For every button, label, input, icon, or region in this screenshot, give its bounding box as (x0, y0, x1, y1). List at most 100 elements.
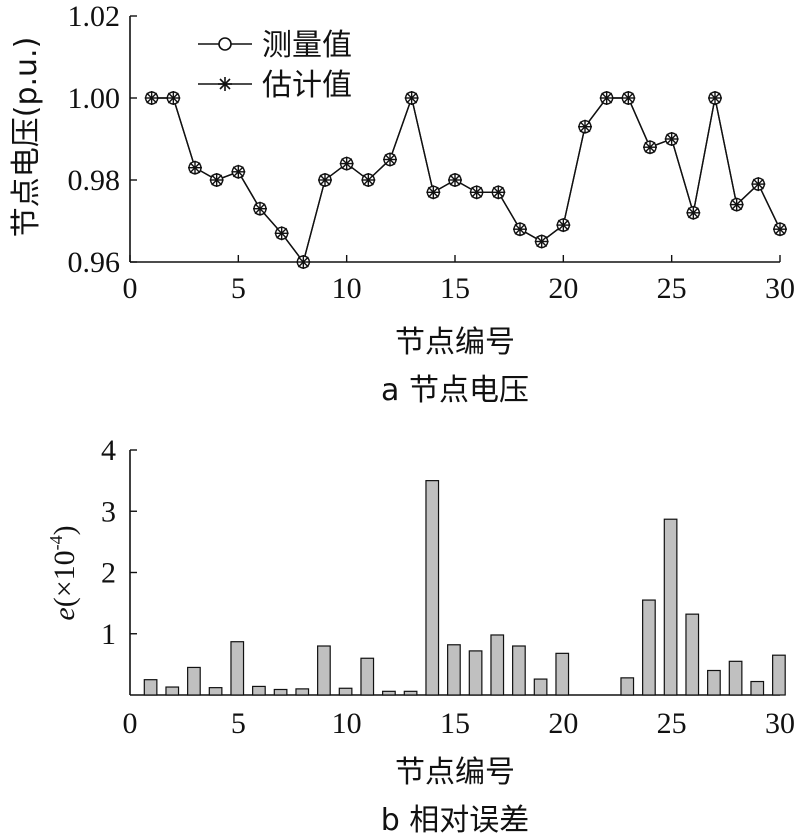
chart-a-y-tick-label: 0.98 (68, 164, 121, 197)
chart-b-bar (750, 680, 765, 696)
chart-a-point-estimated (599, 91, 614, 105)
chart-a-point-estimated (534, 234, 549, 249)
asterisk-stroke (536, 236, 548, 247)
asterisk-stroke (232, 166, 244, 178)
chart-a-point-estimated (274, 226, 289, 241)
chart-b-x-tick-label: 10 (332, 707, 362, 740)
asterisk-stroke (514, 223, 526, 235)
legend-label-estimated: 估计值 (262, 68, 352, 103)
asterisk-stroke (492, 186, 504, 198)
chart-a-x-tick-label: 20 (548, 272, 578, 305)
chart-a-x-tick-label: 15 (440, 272, 470, 305)
asterisk-stroke (731, 199, 743, 211)
chart-a-x-tick-label: 5 (231, 272, 246, 305)
chart-a-y-tick-label: 1.02 (68, 0, 121, 33)
chart-a-point-estimated (426, 185, 441, 200)
chart-a-point-estimated (621, 91, 636, 105)
chart-b-bar (230, 641, 245, 696)
chart-a-point-estimated (708, 91, 722, 105)
chart-b-ylabel-var: e (48, 607, 81, 620)
asterisk-stroke (319, 174, 331, 186)
chart-a-series-line-measured (151, 95, 781, 264)
chart-b-bar (273, 688, 288, 696)
chart-a-point-estimated (773, 222, 787, 237)
chart-b-ylabel: e(×10-4) (46, 525, 81, 620)
chart-b-bar (620, 677, 635, 696)
chart-b-bar (728, 660, 743, 696)
chart-a-xlabel: 节点编号 (395, 325, 515, 360)
chart-b-bar (707, 669, 721, 696)
chart-a-point-estimated (448, 173, 462, 187)
chart-a-y-tick-label: 1.00 (68, 82, 121, 115)
chart-b-bar (663, 518, 678, 696)
chart-a-point-estimated (578, 119, 592, 134)
chart-a-point-estimated (664, 132, 679, 146)
chart-a-legend: 测量值 估计值 (198, 28, 352, 103)
chart-b-bar (187, 666, 201, 696)
chart-a-series-line-estimated (151, 95, 781, 264)
chart-a-point-estimated (253, 201, 267, 216)
chart-a-point-estimated (491, 185, 506, 200)
chart-b-bar (447, 644, 461, 696)
chart-b-bar (533, 678, 548, 696)
chart-a-point-estimated (318, 173, 332, 187)
chart-b-bar (382, 690, 396, 696)
chart-b-y-tick-label: 1 (101, 618, 116, 651)
chart-b-x-tick-label: 25 (657, 707, 687, 740)
chart-a-point-estimated (339, 156, 354, 171)
chart-a-point-estimated (751, 177, 766, 192)
chart-b-bar (555, 652, 570, 696)
chart-a-point-estimated (144, 91, 159, 105)
asterisk-stroke (254, 203, 266, 215)
chart-a-ylabel: 节点电压(p.u.) (9, 37, 44, 238)
chart-a-point-estimated (404, 91, 419, 105)
asterisk-stroke (211, 174, 223, 186)
chart-a-point-estimated (729, 197, 744, 212)
chart-b-xlabel: 节点编号 (395, 755, 515, 790)
asterisk-stroke (384, 154, 396, 165)
chart-b-bar (642, 599, 656, 696)
asterisk-stroke (687, 207, 699, 219)
asterisk-stroke (666, 133, 678, 145)
asterisk-stroke (471, 186, 483, 198)
asterisk-stroke (709, 92, 721, 104)
chart-b-y-tick-label: 4 (101, 434, 116, 467)
chart-a-x-tick-label: 30 (765, 272, 795, 305)
chart-b-x-tick-label: 30 (765, 707, 795, 740)
asterisk-stroke (362, 174, 374, 186)
chart-b-bar (403, 690, 418, 696)
asterisk-stroke (579, 121, 591, 133)
chart-b-bar (317, 645, 331, 696)
chart-b-bar (425, 480, 440, 696)
chart-b-bar (360, 657, 375, 696)
chart-a-plot: 0 5 10 15 20 25 30 0.96 0.98 1.00 1.02 (68, 0, 796, 305)
asterisk-stroke (752, 178, 764, 190)
chart-b-ylabel-close: ) (48, 525, 81, 535)
legend-marker-estimated (218, 77, 232, 91)
asterisk-stroke (644, 141, 656, 153)
chart-a-point-estimated (296, 255, 311, 269)
chart-a-point-estimated (643, 140, 657, 155)
chart-a-x-tick-label: 0 (123, 272, 138, 305)
chart-b-x-tick-label: 5 (231, 707, 246, 740)
chart-a-point-estimated (166, 91, 181, 105)
chart-b-bar (772, 654, 786, 696)
chart-a-point-estimated (556, 218, 571, 233)
asterisk-stroke (297, 256, 309, 268)
chart-b-x-tick-label: 0 (123, 707, 138, 740)
chart-b-x-tick-label: 15 (440, 707, 470, 740)
chart-a-point-estimated (469, 185, 484, 200)
chart-b-bar (143, 679, 158, 696)
chart-b-y-tick-label: 2 (101, 557, 116, 590)
chart-b-ylabel-exp: -4 (46, 535, 66, 550)
legend-label-measured: 测量值 (262, 28, 352, 63)
asterisk-stroke (601, 92, 613, 104)
asterisk-stroke (189, 162, 201, 174)
asterisk-stroke (449, 174, 461, 186)
chart-b-bar (512, 645, 526, 696)
chart-a-x-tick-label: 10 (332, 272, 362, 305)
chart-a-x-tick-label: 25 (657, 272, 687, 305)
chart-b-bar (490, 634, 505, 696)
chart-b-plot: 0 5 10 15 20 25 30 1 2 3 4 (101, 434, 795, 740)
chart-a-point-estimated (383, 152, 397, 167)
